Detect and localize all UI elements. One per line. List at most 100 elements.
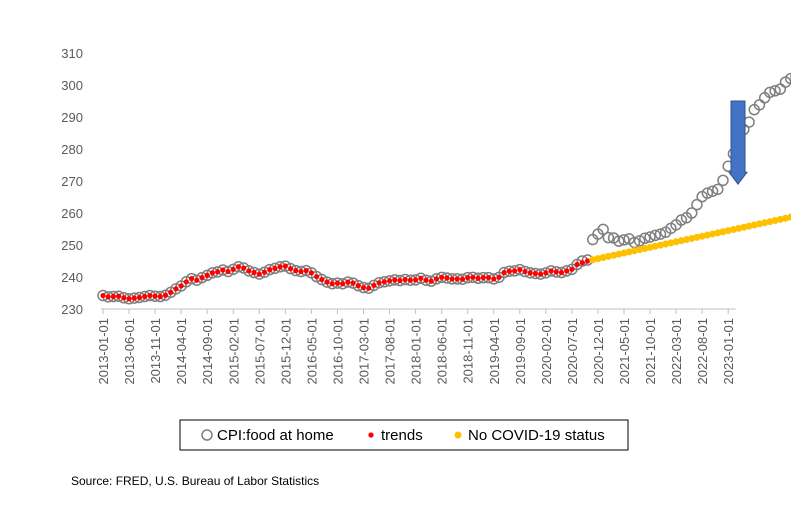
data-point-trends — [564, 268, 570, 274]
data-point-trends — [381, 279, 387, 285]
data-point-no-covid — [750, 221, 758, 229]
data-point-trends — [324, 279, 330, 285]
legend-box — [179, 419, 629, 451]
x-tick-label: 2018-11-01 — [461, 318, 476, 384]
x-tick-label: 2019-04-01 — [487, 318, 502, 385]
data-point-trends — [162, 292, 169, 298]
data-point-trends — [168, 289, 174, 295]
data-point-no-covid — [761, 219, 769, 227]
data-point-trends — [303, 268, 309, 274]
data-point-trends — [314, 274, 320, 280]
data-point-trends — [334, 280, 341, 286]
data-point-trends — [459, 276, 466, 282]
data-point-trends — [532, 270, 539, 277]
data-point-no-covid — [677, 237, 685, 245]
y-axis: 230 240 250 260 270 280 290 300 310 — [61, 46, 83, 317]
data-point-cpi — [706, 185, 719, 197]
x-tick-label: 2014-09-01 — [200, 318, 215, 385]
data-point-cpi — [685, 207, 698, 219]
data-point-no-covid — [740, 223, 748, 231]
data-point-cpi — [701, 187, 714, 199]
data-point-trends — [413, 277, 419, 283]
data-point-trends — [183, 279, 189, 285]
data-point-no-covid — [589, 256, 597, 264]
data-point-trends — [454, 276, 460, 282]
data-point-trends — [465, 275, 471, 281]
x-tick-label: 2014-04-01 — [174, 318, 189, 385]
data-point-no-covid — [703, 231, 711, 239]
data-point-no-covid — [782, 214, 790, 222]
source-note: Source: FRED, U.S. Bureau of Labor Stati… — [71, 474, 320, 488]
data-point-trends — [287, 266, 294, 272]
data-point-trends — [423, 277, 429, 283]
data-point-trends — [116, 293, 122, 299]
data-point-trends — [340, 281, 346, 287]
data-point-cpi — [613, 235, 625, 247]
x-tick-label: 2017-08-01 — [383, 318, 398, 385]
data-point-trends — [147, 292, 153, 299]
data-point-no-covid — [735, 224, 743, 232]
y-tick-label: 230 — [61, 302, 83, 317]
data-point-cpi — [618, 234, 630, 246]
data-point-trends — [215, 269, 221, 275]
data-point-trends — [569, 266, 575, 272]
data-point-trends — [360, 284, 367, 291]
data-point-trends — [267, 267, 273, 273]
data-point-no-covid — [630, 247, 638, 255]
legend-marker-cpi — [201, 429, 213, 441]
data-point-trends — [230, 266, 236, 272]
data-point-trends — [475, 275, 481, 281]
x-tick-label: 2013-11-01 — [148, 318, 163, 384]
data-point-trends — [548, 268, 554, 274]
x-tick-label: 2013-06-01 — [122, 318, 137, 385]
x-tick-label: 2013-01-01 — [96, 318, 111, 385]
data-point-cpi — [743, 116, 755, 128]
data-point-trends — [350, 280, 356, 286]
x-tick-label: 2021-05-01 — [617, 318, 632, 385]
data-point-no-covid — [776, 215, 784, 223]
data-point-trends — [371, 282, 377, 288]
x-tick-label: 2015-02-01 — [226, 318, 241, 385]
data-point-trends — [131, 295, 137, 301]
data-point-trends — [178, 283, 184, 289]
y-tick-label: 250 — [61, 238, 83, 253]
data-point-no-covid — [714, 229, 722, 237]
data-point-trends — [142, 293, 148, 300]
data-point-no-covid — [683, 236, 691, 244]
data-point-no-covid — [594, 255, 602, 263]
y-tick-label: 270 — [61, 174, 83, 189]
y-tick-label: 240 — [61, 270, 83, 285]
data-point-no-covid — [688, 234, 696, 242]
data-point-trends — [251, 269, 257, 276]
data-point-trends — [225, 268, 231, 275]
data-point-trends — [173, 286, 179, 292]
y-tick-label: 310 — [61, 46, 83, 61]
data-point-no-covid — [672, 238, 680, 246]
data-point-trends — [402, 276, 408, 283]
data-point-trends — [538, 271, 544, 277]
data-point-trends — [392, 277, 398, 283]
data-point-trends — [126, 296, 132, 302]
data-point-cpi — [769, 85, 781, 97]
data-point-trends — [277, 264, 283, 270]
x-tick-label: 2018-01-01 — [409, 318, 424, 385]
data-point-trends — [584, 258, 591, 264]
data-point-no-covid — [610, 251, 618, 259]
data-point-no-covid — [641, 245, 649, 253]
data-point-trends — [220, 267, 226, 273]
data-point-no-covid — [604, 252, 612, 260]
data-point-cpi — [649, 229, 662, 242]
data-point-trends — [194, 277, 200, 283]
data-point-trends — [345, 279, 351, 285]
x-tick-label: 2020-02-01 — [539, 318, 554, 385]
x-tick-label: 2022-03-01 — [669, 318, 684, 385]
data-point-trends — [157, 293, 163, 300]
data-point-cpi — [764, 86, 776, 99]
data-point-trends — [272, 265, 278, 271]
data-point-trends — [188, 276, 195, 282]
x-axis: 2013-01-01 2013-06-01 2013-11-01 2014-04-01… — [96, 308, 736, 385]
data-point-trends — [418, 275, 424, 281]
data-point-trends — [558, 269, 565, 276]
data-point-trends — [376, 280, 382, 286]
data-point-trends — [209, 270, 216, 276]
